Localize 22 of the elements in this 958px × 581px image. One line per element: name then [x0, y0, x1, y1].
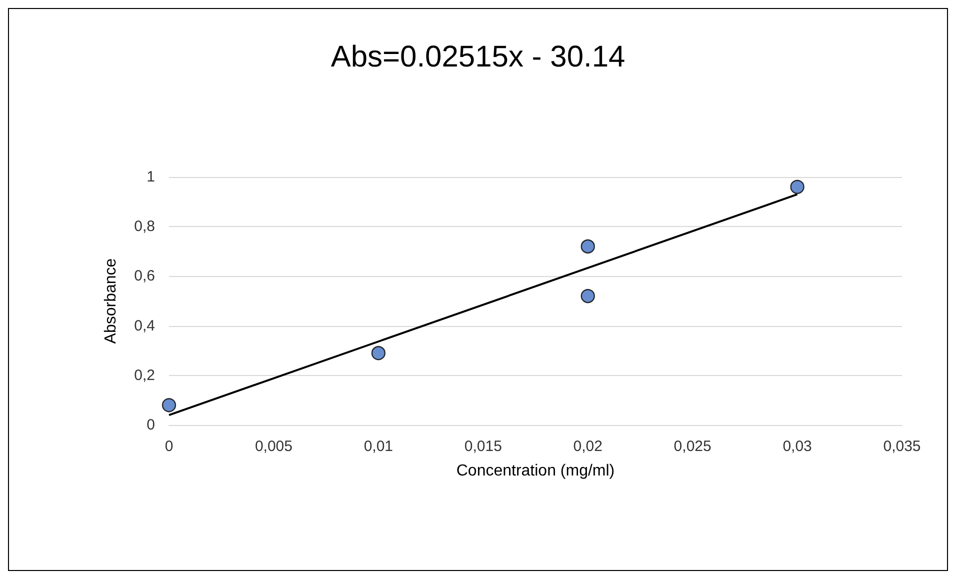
y-tick-label: 1	[146, 168, 155, 186]
x-tick-label: 0,015	[464, 438, 502, 455]
x-tick-label: 0,03	[782, 438, 812, 455]
point	[790, 180, 804, 194]
x-tick-label: 0,02	[573, 438, 602, 455]
x-tick-label: 0,01	[364, 438, 394, 455]
y-axis-title: Absorbance	[102, 258, 120, 344]
y-tick-label: 0	[146, 416, 155, 434]
x-tick-label: 0,025	[674, 438, 712, 455]
x-axis-title: Concentration (mg/ml)	[456, 462, 615, 480]
x-tick-label: 0,035	[883, 438, 921, 455]
y-tick-label: 0,2	[134, 366, 155, 384]
point	[580, 288, 595, 304]
point	[580, 239, 595, 254]
x-tick-label: 0	[164, 438, 174, 455]
x-tick-label: 0,005	[254, 438, 292, 455]
point	[371, 346, 386, 360]
y-tick-label: 0,6	[134, 268, 155, 285]
y-tick-label: 0,8	[134, 218, 155, 236]
chart-title: Abs=0.02515x - 30.14	[330, 40, 626, 74]
point	[162, 398, 176, 412]
y-tick-label: 0,4	[134, 317, 155, 334]
